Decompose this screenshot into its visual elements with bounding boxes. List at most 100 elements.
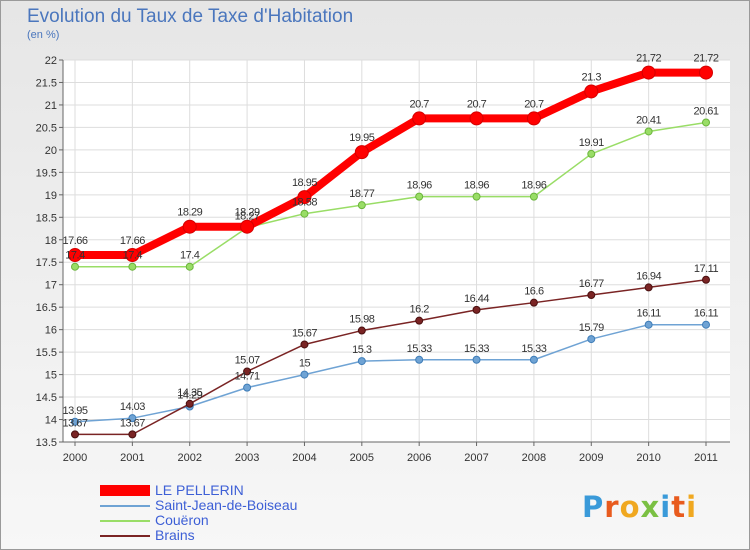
data-point: [354, 145, 369, 160]
y-tick-label: 16: [45, 325, 57, 337]
data-point: [699, 65, 713, 80]
x-tick-label: 2001: [120, 452, 144, 464]
plot-area: [63, 60, 730, 442]
data-point: [472, 192, 481, 201]
data-point: [415, 316, 424, 325]
data-label: 21.72: [693, 53, 718, 65]
data-point: [587, 291, 596, 300]
data-point: [243, 383, 252, 392]
legend-swatch: [100, 504, 150, 507]
data-label: 15: [299, 358, 311, 370]
data-point: [185, 262, 194, 271]
data-label: 20.61: [693, 105, 718, 117]
data-label: 14.29: [177, 389, 202, 401]
data-point: [702, 320, 710, 329]
legend-swatch: [100, 519, 150, 522]
x-tick-label: 2010: [636, 452, 660, 464]
data-label: 16.2: [409, 304, 429, 316]
legend-swatch: [100, 534, 150, 537]
x-tick-label: 2005: [350, 452, 374, 464]
chart-title: Evolution du Taux de Taxe d'Habitation: [27, 6, 354, 27]
data-point: [412, 111, 427, 126]
data-point: [415, 192, 424, 201]
y-tick-label: 14: [45, 415, 57, 427]
data-label: 20.7: [524, 98, 544, 110]
x-tick-label: 2008: [522, 452, 546, 464]
data-label: 17.4: [180, 250, 200, 262]
data-point: [128, 430, 137, 439]
data-point: [472, 355, 481, 364]
data-label: 19.91: [579, 137, 604, 149]
proxiti-logo: Proxiti: [582, 490, 697, 524]
data-point: [469, 111, 484, 126]
legend-label: Saint-Jean-de-Boiseau: [155, 497, 298, 513]
data-label: 21.72: [636, 53, 661, 65]
y-tick-label: 21.5: [36, 77, 57, 89]
data-point: [68, 248, 82, 263]
data-label: 21.3: [582, 71, 602, 83]
y-tick-label: 19: [45, 190, 57, 202]
y-tick-label: 20.5: [36, 122, 57, 134]
data-point: [357, 357, 366, 366]
data-label: 13.95: [62, 405, 87, 417]
data-point: [297, 190, 312, 205]
data-point: [584, 84, 599, 99]
data-point: [529, 192, 538, 201]
data-label: 15.67: [292, 327, 317, 339]
legend-swatch: [100, 485, 150, 496]
data-label: 14.71: [235, 371, 260, 383]
data-label: 16.94: [636, 270, 661, 282]
data-point: [182, 219, 197, 234]
data-label: 16.11: [637, 308, 662, 320]
logo-letter: x: [640, 490, 661, 524]
data-point: [641, 65, 656, 80]
data-point: [472, 305, 481, 314]
data-label: 18.77: [349, 188, 374, 200]
data-label: 15.33: [521, 343, 546, 355]
data-label: 18.58: [292, 197, 317, 209]
logo-letter: P: [582, 490, 605, 524]
data-point: [71, 262, 79, 271]
data-point: [587, 149, 596, 158]
logo-letter: t: [671, 490, 687, 524]
x-tick-label: 2003: [235, 452, 259, 464]
x-tick-label: 2011: [694, 452, 718, 464]
data-label: 17.66: [120, 235, 145, 247]
data-point: [128, 414, 137, 423]
data-point: [644, 127, 653, 136]
data-label: 15.33: [407, 343, 432, 355]
data-point: [357, 201, 366, 210]
data-point: [526, 111, 541, 126]
data-point: [644, 283, 653, 292]
x-tick-label: 2007: [464, 452, 488, 464]
x-tick-label: 2009: [579, 452, 603, 464]
legend-label: Couëron: [155, 512, 209, 528]
y-tick-label: 15: [45, 370, 57, 382]
data-point: [587, 335, 596, 344]
logo-letter: i: [660, 490, 672, 524]
data-label: 18.29: [177, 207, 202, 219]
y-tick-label: 22: [45, 55, 57, 67]
legend-label: Brains: [155, 527, 195, 543]
data-label: 13.67: [120, 417, 145, 429]
logo-letter: r: [604, 490, 620, 524]
data-point: [529, 355, 538, 364]
data-label: 15.3: [352, 344, 372, 356]
data-label: 13.67: [62, 417, 87, 429]
data-label: 14.35: [177, 387, 202, 399]
data-point: [644, 320, 653, 329]
data-label: 14.03: [120, 401, 145, 413]
series-line-2: [74, 121, 707, 268]
data-label: 19.95: [349, 132, 374, 144]
y-tick-label: 17.5: [36, 257, 57, 269]
data-point: [71, 417, 79, 426]
y-tick-label: 14.5: [36, 392, 57, 404]
data-label: 18.96: [521, 180, 546, 192]
legend-label: LE PELLERIN: [155, 482, 244, 498]
data-label: 17.4: [65, 250, 85, 262]
y-tick-label: 17: [45, 280, 57, 292]
data-label: 16.77: [579, 278, 604, 290]
y-tick-label: 18.5: [36, 212, 57, 224]
x-tick-label: 2000: [63, 452, 87, 464]
data-label: 16.6: [524, 286, 544, 298]
